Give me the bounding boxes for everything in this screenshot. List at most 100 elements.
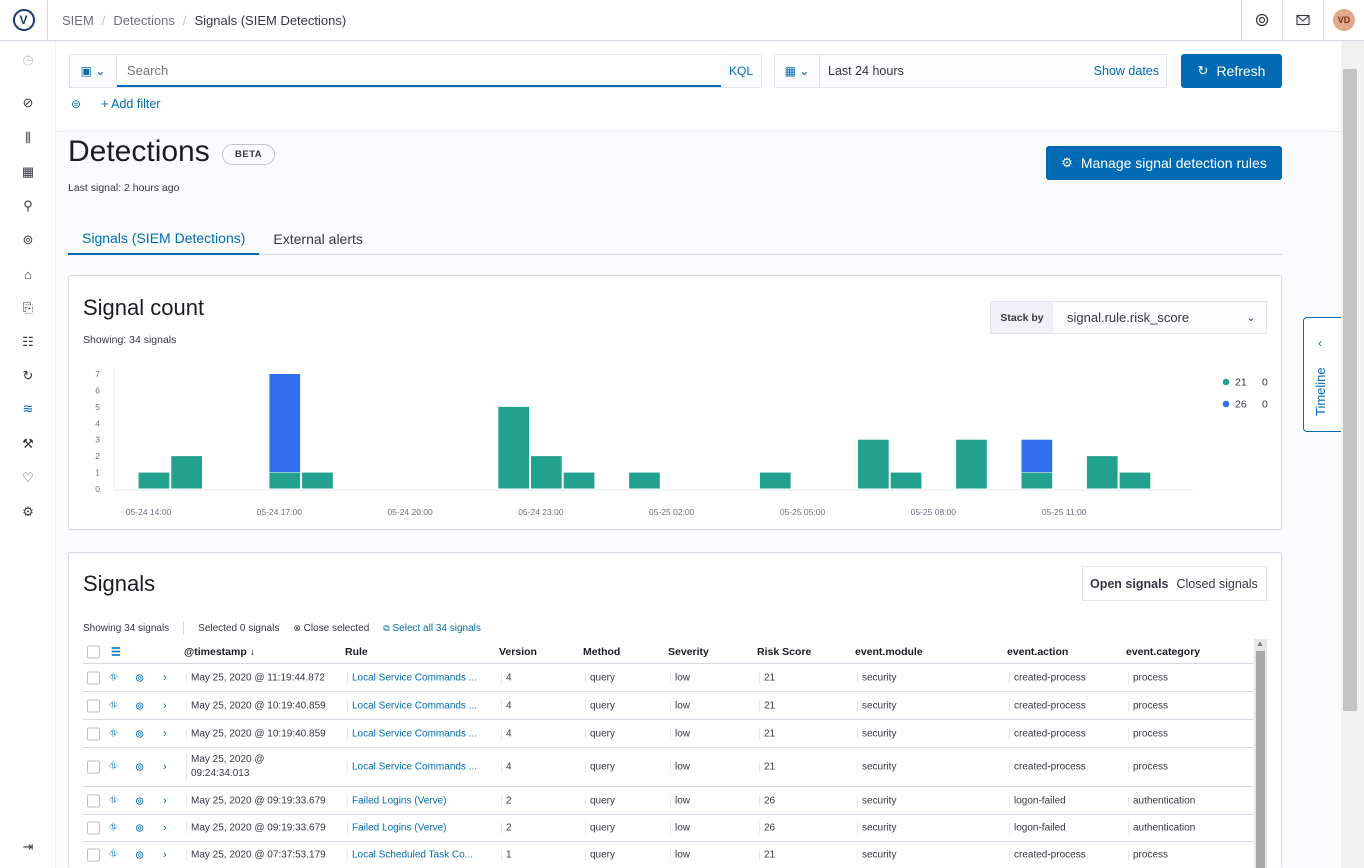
dev-tools-icon[interactable]: ⚒ xyxy=(22,436,34,451)
row-checkbox[interactable] xyxy=(87,671,100,684)
bar-risk-26[interactable] xyxy=(269,374,301,473)
pin-icon[interactable]: ⊚ xyxy=(135,700,145,712)
pin-icon[interactable]: ⊚ xyxy=(135,849,145,862)
open-signals-button[interactable]: Open signals xyxy=(1090,576,1169,591)
row-checkbox[interactable] xyxy=(87,794,100,807)
management-icon[interactable]: ⚙ xyxy=(22,504,34,519)
row-checkbox[interactable] xyxy=(87,848,100,862)
investigate-icon[interactable]: ⛗ xyxy=(109,727,118,739)
help-button[interactable] xyxy=(1241,0,1282,40)
bar-risk-21[interactable] xyxy=(302,472,333,489)
cell-rule[interactable]: Local Service Commands ... xyxy=(347,700,477,711)
bar-risk-21[interactable] xyxy=(629,472,660,489)
bar-risk-21[interactable] xyxy=(498,406,529,489)
investigate-icon[interactable]: ⛗ xyxy=(109,671,118,683)
metrics-icon[interactable]: ⌂ xyxy=(24,266,32,282)
dashboard-icon[interactable]: ▦ xyxy=(21,164,35,179)
investigate-icon[interactable]: ⛗ xyxy=(109,794,118,806)
tab-signals[interactable]: Signals (SIEM Detections) xyxy=(68,222,260,255)
filter-menu-icon[interactable]: ⊜ xyxy=(71,97,82,111)
page-scrollbar[interactable] xyxy=(1341,41,1364,868)
pin-icon[interactable]: ⊚ xyxy=(135,728,145,740)
cell-rule[interactable]: Local Scheduled Task Co... xyxy=(347,849,473,861)
siem-icon[interactable]: ≋ xyxy=(22,401,34,416)
expand-row-icon[interactable]: › xyxy=(163,699,167,712)
search-input[interactable] xyxy=(117,55,721,87)
quick-menu-button[interactable]: ▦ ⌄ xyxy=(775,55,820,87)
pin-icon[interactable]: ⊚ xyxy=(135,672,145,684)
maps-icon[interactable]: ⚲ xyxy=(23,198,33,213)
cell-rule[interactable]: Failed Logins (Verve) xyxy=(347,822,447,834)
logs-icon[interactable]: ⎘ xyxy=(22,300,34,315)
bar-risk-21[interactable] xyxy=(1119,472,1151,489)
tab-external-alerts[interactable]: External alerts xyxy=(273,230,363,247)
column-method[interactable]: Method xyxy=(583,646,621,658)
closed-signals-button[interactable]: Closed signals xyxy=(1176,576,1258,591)
breadcrumb-siem[interactable]: SIEM xyxy=(62,12,94,28)
investigate-icon[interactable]: ⛗ xyxy=(109,760,118,773)
stack-by-select[interactable]: Stack by signal.rule.risk_score ⌄ xyxy=(990,301,1267,334)
timeline-flyout-button[interactable]: ‹ Timeline xyxy=(1303,317,1341,432)
cell-rule[interactable]: Local Service Commands ... xyxy=(347,728,477,739)
bar-risk-21[interactable] xyxy=(1021,472,1053,489)
bar-risk-21[interactable] xyxy=(890,472,922,489)
legend-label[interactable]: 21 xyxy=(1235,377,1247,389)
saved-query-button[interactable]: ▣ ⌄ xyxy=(70,55,117,87)
column-event-category[interactable]: event.category xyxy=(1126,646,1201,658)
close-selected-button[interactable]: ⊗ Close selected xyxy=(293,622,370,634)
column-rule[interactable]: Rule xyxy=(345,646,368,658)
select-all-button[interactable]: ⧉ Select all 34 signals xyxy=(383,622,481,634)
column-risk-score[interactable]: Risk Score xyxy=(757,646,812,658)
visualize-icon[interactable]: ⫼ xyxy=(25,130,31,145)
bar-risk-21[interactable] xyxy=(171,456,202,489)
bar-risk-21[interactable] xyxy=(956,439,987,489)
manage-rules-button[interactable]: ⚙ Manage signal detection rules xyxy=(1046,146,1282,180)
legend-label[interactable]: 26 xyxy=(1235,399,1247,411)
collapse-nav-icon[interactable]: ⇥ xyxy=(22,839,34,854)
investigate-icon[interactable]: ⛗ xyxy=(109,699,118,711)
bar-risk-21[interactable] xyxy=(759,472,791,489)
expand-row-icon[interactable]: › xyxy=(163,671,167,684)
expand-row-icon[interactable]: › xyxy=(163,794,167,807)
discover-icon[interactable]: ⊘ xyxy=(22,95,34,110)
row-checkbox[interactable] xyxy=(87,821,100,835)
expand-row-icon[interactable]: › xyxy=(163,822,167,834)
column-version[interactable]: Version xyxy=(499,646,537,658)
investigate-icon[interactable]: ⛗ xyxy=(109,848,118,861)
expand-row-icon[interactable]: › xyxy=(163,849,167,861)
row-checkbox[interactable] xyxy=(87,760,100,774)
bar-risk-21[interactable] xyxy=(531,456,562,489)
show-dates-link[interactable]: Show dates xyxy=(1093,64,1159,78)
column-severity[interactable]: Severity xyxy=(668,646,709,658)
bar-risk-21[interactable] xyxy=(138,472,170,489)
pin-icon[interactable]: ⊚ xyxy=(135,761,145,774)
cell-rule[interactable]: Local Service Commands ... xyxy=(347,761,477,773)
row-checkbox[interactable] xyxy=(87,699,100,712)
uptime-icon[interactable]: ↻ xyxy=(22,368,34,383)
expand-row-icon[interactable]: › xyxy=(163,727,167,740)
user-menu-button[interactable]: VD xyxy=(1323,0,1364,40)
cell-rule[interactable]: Local Service Commands ... xyxy=(347,672,477,683)
column-event-action[interactable]: event.action xyxy=(1007,646,1069,658)
column-event-module[interactable]: event.module xyxy=(855,646,923,658)
select-all-checkbox[interactable] xyxy=(87,645,100,659)
monitoring-icon[interactable]: ♡ xyxy=(22,470,34,485)
cell-rule[interactable]: Failed Logins (Verve) xyxy=(347,795,447,806)
bar-risk-21[interactable] xyxy=(563,472,595,489)
app-logo[interactable]: V xyxy=(0,0,48,40)
kql-toggle[interactable]: KQL xyxy=(728,64,753,78)
breadcrumb-detections[interactable]: Detections xyxy=(113,12,175,28)
pin-icon[interactable]: ⊚ xyxy=(135,822,145,835)
row-checkbox[interactable] xyxy=(87,727,100,740)
bar-risk-21[interactable] xyxy=(1086,456,1118,489)
column-timestamp[interactable]: @timestamp ↓ xyxy=(184,646,255,658)
expand-row-icon[interactable]: › xyxy=(163,761,167,773)
table-scrollbar[interactable]: ▲ xyxy=(1254,639,1267,868)
recent-icon[interactable]: ◷ xyxy=(22,52,34,67)
field-browser-icon[interactable]: ☰ xyxy=(111,646,121,659)
investigate-icon[interactable]: ⛗ xyxy=(109,821,118,834)
bar-risk-26[interactable] xyxy=(1021,439,1053,473)
bar-risk-21[interactable] xyxy=(858,439,889,489)
bar-risk-21[interactable] xyxy=(269,472,301,489)
newsfeed-button[interactable] xyxy=(1282,0,1323,40)
